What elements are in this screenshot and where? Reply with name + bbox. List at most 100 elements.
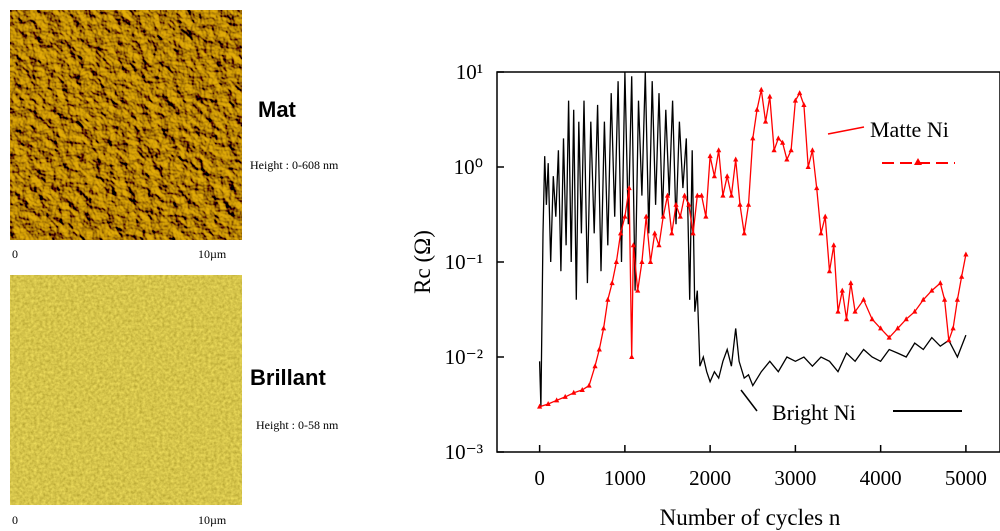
marker (814, 185, 820, 191)
marker (801, 101, 807, 107)
marker (647, 259, 654, 264)
legend-label: Matte Ni (870, 117, 949, 142)
marker (694, 192, 700, 198)
x-tick-label: 2000 (689, 466, 731, 490)
marker (822, 213, 828, 219)
afm-image-brillant (10, 275, 242, 505)
marker (737, 201, 743, 207)
marker (613, 259, 619, 264)
marker (792, 97, 798, 103)
scale-start: 0 (12, 247, 18, 261)
x-axis-label: Number of cycles n (660, 505, 841, 530)
x-tick-label: 0 (534, 466, 545, 490)
marker (920, 296, 926, 302)
marker (758, 86, 764, 92)
marker (937, 280, 943, 286)
marker (724, 173, 730, 179)
marker (626, 185, 632, 191)
marker (950, 325, 956, 331)
x-tick-label: 5000 (945, 466, 987, 490)
image-label: Brillant (250, 365, 326, 390)
marker (537, 403, 543, 409)
marker (652, 230, 658, 236)
marker (797, 90, 803, 96)
marker (660, 213, 666, 219)
series-line (539, 89, 967, 408)
afm-image-mat (10, 10, 242, 240)
marker (586, 382, 592, 388)
marker (703, 213, 709, 219)
marker (741, 230, 747, 236)
marker (562, 393, 568, 399)
marker (946, 337, 952, 343)
marker (771, 147, 777, 153)
marker (805, 164, 811, 169)
marker (929, 287, 935, 293)
marker (579, 386, 585, 392)
marker (750, 135, 756, 141)
marker (809, 147, 816, 153)
marker (903, 316, 909, 322)
marker (635, 287, 641, 293)
marker (629, 354, 635, 359)
marker (754, 106, 760, 112)
marker (733, 156, 739, 162)
marker (643, 213, 649, 219)
marker (784, 156, 790, 162)
marker (869, 316, 875, 322)
marker (630, 242, 637, 248)
marker (711, 173, 717, 179)
marker (775, 135, 781, 141)
legend-marker (914, 158, 922, 165)
marker (664, 192, 671, 198)
marker (554, 397, 560, 403)
marker (656, 242, 662, 248)
marker (941, 296, 948, 302)
legend-label: Bright Ni (772, 400, 856, 425)
annotation-pointer (827, 126, 865, 135)
marker (745, 201, 752, 207)
marker (878, 325, 884, 331)
y-tick-label: 10⁻³ (445, 440, 483, 464)
y-tick-label: 10⁰ (454, 155, 483, 179)
marker (600, 325, 607, 331)
y-tick-label: 10⁻¹ (445, 250, 483, 274)
image-label: Mat (258, 97, 297, 122)
marker (681, 192, 688, 198)
marker (669, 230, 675, 236)
marker (605, 296, 611, 302)
marker (622, 213, 628, 219)
y-axis-label: Rc (Ω) (410, 230, 435, 294)
x-tick-label: 4000 (860, 466, 902, 490)
marker (720, 192, 726, 198)
marker (826, 268, 833, 274)
chart: 10¹ 10⁰ 10⁻¹ 10⁻² 10⁻³ 0 1000 2000 3000 4000 5000 N… (410, 60, 1000, 530)
marker (596, 346, 602, 352)
marker (767, 93, 773, 99)
marker (762, 118, 769, 124)
x-tick-label: 1000 (604, 466, 646, 490)
marker (860, 296, 867, 302)
marker (699, 192, 705, 198)
annotation-pointer (740, 389, 758, 412)
marker (848, 280, 854, 286)
scale-end: 10µm (198, 247, 227, 261)
marker (963, 251, 969, 257)
marker (545, 401, 551, 407)
scale-end: 10µm (198, 513, 227, 527)
marker (835, 308, 841, 314)
marker (780, 139, 786, 145)
x-tick-label: 3000 (774, 466, 816, 490)
marker (639, 259, 645, 264)
y-tick-label: 10¹ (456, 60, 483, 84)
height-range: Height : 0-608 nm (250, 158, 339, 172)
marker (618, 230, 624, 236)
marker (707, 153, 713, 159)
marker (886, 334, 892, 340)
scale-start: 0 (12, 513, 18, 527)
marker (839, 287, 845, 293)
marker (852, 308, 858, 314)
marker (571, 389, 577, 395)
marker (716, 147, 722, 153)
